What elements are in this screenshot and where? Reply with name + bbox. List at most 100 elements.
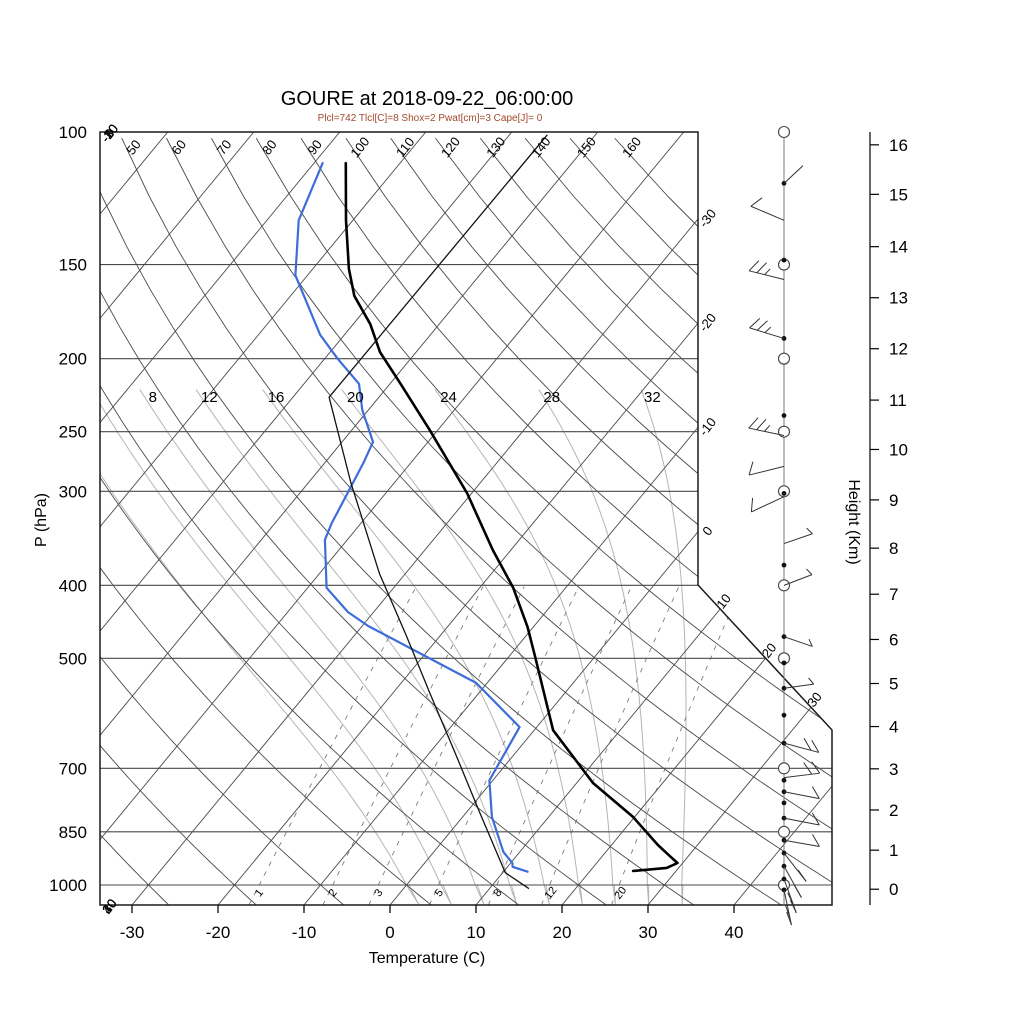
svg-text:-30: -30 xyxy=(98,121,121,145)
wind-barb xyxy=(783,812,820,826)
svg-text:10: 10 xyxy=(889,440,908,459)
wind-barb xyxy=(783,737,820,753)
svg-text:2: 2 xyxy=(889,801,898,820)
svg-text:6: 6 xyxy=(889,630,898,649)
wind-barb xyxy=(750,197,785,221)
wetbulb-curve xyxy=(328,134,548,889)
isobar-grid xyxy=(100,264,832,886)
temperature-axis: -30 -20 -10 0 10 20 30 40 xyxy=(120,905,743,942)
svg-text:7: 7 xyxy=(889,585,898,604)
svg-text:0: 0 xyxy=(699,523,715,538)
temperature-axis-title: Temperature (C) xyxy=(368,950,486,967)
svg-text:12: 12 xyxy=(201,389,218,406)
svg-text:250: 250 xyxy=(59,423,87,442)
svg-text:20: 20 xyxy=(612,885,629,902)
plot-border xyxy=(99,131,833,906)
svg-text:30: 30 xyxy=(804,689,825,710)
svg-text:24: 24 xyxy=(440,389,457,406)
svg-text:20: 20 xyxy=(759,640,780,661)
wind-barb xyxy=(783,852,807,882)
chart-title: GOURE at 2018-09-22_06:00:00 xyxy=(280,88,574,110)
svg-text:3: 3 xyxy=(372,887,385,899)
svg-text:160: 160 xyxy=(619,134,644,160)
moist-adiabats xyxy=(100,389,687,905)
staff-dot-marker xyxy=(781,712,787,718)
staff-dot-marker xyxy=(781,413,787,418)
svg-text:-20: -20 xyxy=(206,923,231,942)
wind-barb xyxy=(783,878,797,914)
svg-text:28: 28 xyxy=(543,389,560,406)
height-axis-title: Height (Km) xyxy=(845,479,862,565)
staff-circle-marker xyxy=(777,825,791,838)
svg-text:140: 140 xyxy=(528,134,553,160)
temperature-curve xyxy=(344,161,679,873)
svg-text:2: 2 xyxy=(327,887,340,899)
svg-text:12: 12 xyxy=(889,340,908,359)
staff-circle-marker xyxy=(777,352,791,365)
staff-circle-marker xyxy=(777,762,791,775)
svg-text:200: 200 xyxy=(59,350,87,369)
wind-barb xyxy=(750,496,785,513)
svg-text:20: 20 xyxy=(347,389,364,406)
svg-text:120: 120 xyxy=(438,134,463,160)
svg-text:100: 100 xyxy=(59,123,87,142)
svg-text:8: 8 xyxy=(149,389,157,406)
wind-barb xyxy=(783,636,813,647)
svg-text:500: 500 xyxy=(59,649,87,668)
svg-text:-30: -30 xyxy=(696,206,719,230)
svg-text:15: 15 xyxy=(889,185,908,204)
wind-barb xyxy=(748,260,785,280)
wind-barb xyxy=(783,889,792,926)
staff-dot-marker xyxy=(781,257,787,263)
svg-text:150: 150 xyxy=(59,256,87,275)
svg-text:130: 130 xyxy=(483,134,508,160)
svg-text:32: 32 xyxy=(644,389,661,406)
svg-text:0: 0 xyxy=(385,923,394,942)
staff-dot-marker xyxy=(781,491,787,496)
thermo-info-subtitle: Plcl=742 Tlcl[C]=8 Shox=2 Pwat[cm]=3 Cap… xyxy=(317,113,543,124)
svg-text:400: 400 xyxy=(59,576,87,595)
svg-text:850: 850 xyxy=(59,823,87,842)
pressure-axis-labels: 100 150 200 250 300 400 500 700 850 1000 xyxy=(49,123,87,895)
staff-dot-marker xyxy=(781,777,787,783)
svg-text:1: 1 xyxy=(253,887,266,899)
svg-text:70: 70 xyxy=(214,137,235,158)
svg-text:50: 50 xyxy=(123,137,144,158)
staff-dot-marker xyxy=(781,634,787,640)
svg-text:8: 8 xyxy=(889,539,898,558)
wind-barb xyxy=(783,786,820,800)
svg-text:9: 9 xyxy=(889,491,898,510)
staff-dot-marker xyxy=(781,837,787,843)
svg-text:-10: -10 xyxy=(696,415,719,439)
svg-text:5: 5 xyxy=(889,674,898,693)
svg-text:30: 30 xyxy=(639,923,658,942)
staff-dot-marker xyxy=(781,660,787,666)
svg-text:90: 90 xyxy=(304,137,325,158)
staff-circle-marker xyxy=(777,125,791,139)
svg-text:300: 300 xyxy=(59,482,87,501)
svg-text:3: 3 xyxy=(889,760,898,779)
mixing-ratio-lines xyxy=(248,586,742,905)
svg-text:100: 100 xyxy=(347,134,372,160)
staff-dot-marker xyxy=(781,562,787,568)
wind-barb xyxy=(783,568,813,586)
svg-text:10: 10 xyxy=(99,896,120,917)
svg-text:14: 14 xyxy=(889,238,908,257)
wind-barb xyxy=(783,527,813,545)
svg-text:110: 110 xyxy=(393,134,418,160)
svg-text:4: 4 xyxy=(889,718,898,737)
wind-barb-column xyxy=(748,125,821,926)
staff-dot-marker xyxy=(781,887,787,893)
svg-text:5: 5 xyxy=(433,887,446,899)
svg-text:0: 0 xyxy=(889,880,898,899)
dewpoint-curve xyxy=(294,162,529,873)
wind-barb xyxy=(783,677,815,689)
svg-text:80: 80 xyxy=(259,137,280,158)
staff-dot-marker xyxy=(781,789,787,795)
svg-text:12: 12 xyxy=(542,885,559,902)
pressure-axis-title: P (hPa) xyxy=(33,493,50,547)
wind-barb xyxy=(748,417,785,437)
